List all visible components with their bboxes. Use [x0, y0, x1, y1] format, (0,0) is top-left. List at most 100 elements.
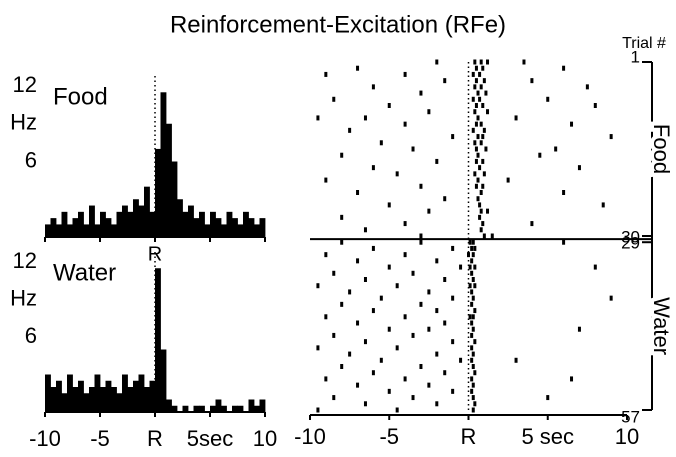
- spike: [585, 84, 589, 90]
- spike: [332, 332, 336, 338]
- spike: [482, 78, 486, 84]
- spike: [316, 283, 320, 289]
- bar: [177, 199, 183, 237]
- bar: [61, 211, 68, 237]
- bar: [237, 405, 244, 412]
- spike: [427, 326, 431, 332]
- spike: [471, 395, 475, 401]
- spike: [403, 121, 407, 127]
- bar: [127, 211, 134, 237]
- spike: [371, 308, 375, 314]
- bar: [254, 224, 260, 237]
- spike: [371, 84, 375, 90]
- spike: [473, 308, 477, 314]
- spike: [470, 245, 474, 251]
- bar: [122, 205, 128, 237]
- bar: [67, 224, 73, 237]
- spike: [419, 183, 423, 189]
- spike: [471, 239, 475, 245]
- y-tick-label: 57: [621, 407, 640, 426]
- spike: [395, 171, 399, 177]
- bar: [100, 387, 106, 412]
- spike: [419, 364, 423, 369]
- y-tick-label: 6: [25, 147, 37, 172]
- spike: [479, 190, 483, 195]
- spike: [316, 115, 320, 121]
- spike: [471, 295, 475, 301]
- spike: [481, 221, 485, 227]
- bar: [100, 211, 106, 237]
- spike: [379, 140, 383, 146]
- spike: [395, 407, 399, 413]
- spike: [419, 239, 423, 245]
- spike: [474, 158, 478, 164]
- spike: [478, 165, 482, 171]
- spike: [471, 252, 475, 258]
- spike: [435, 258, 439, 264]
- spike: [609, 295, 613, 301]
- spike: [356, 382, 360, 388]
- spike: [479, 84, 483, 90]
- y-axis-label: Hz: [10, 110, 37, 135]
- spike: [419, 90, 423, 96]
- bar: [45, 374, 51, 412]
- x-tick-label: -10: [29, 426, 61, 451]
- spike: [476, 90, 480, 96]
- spike: [403, 314, 407, 320]
- spike: [403, 71, 407, 77]
- spike: [468, 239, 472, 245]
- spike: [554, 146, 558, 152]
- spike: [340, 152, 344, 158]
- bar: [221, 405, 227, 412]
- spike: [324, 252, 328, 258]
- spike: [403, 252, 407, 258]
- spike: [471, 127, 475, 133]
- spike: [379, 295, 383, 301]
- spike: [473, 283, 477, 289]
- spike: [324, 314, 328, 320]
- spike: [443, 196, 447, 202]
- spike: [474, 78, 478, 84]
- spike: [479, 121, 483, 127]
- bar: [144, 387, 150, 412]
- bar: [232, 405, 238, 412]
- spike: [473, 59, 477, 65]
- spike: [468, 283, 472, 289]
- group-label: Food: [649, 124, 674, 174]
- bar: [149, 380, 156, 412]
- bar: [182, 211, 189, 237]
- bar: [259, 218, 266, 237]
- bar: [78, 211, 84, 237]
- spike: [363, 401, 367, 407]
- spike: [484, 146, 488, 152]
- bar: [56, 224, 62, 237]
- spike: [470, 320, 474, 326]
- spike: [478, 214, 482, 220]
- bar: [171, 161, 178, 237]
- y-tick-label: 12: [13, 248, 37, 273]
- bar: [166, 399, 172, 412]
- bar: [199, 211, 205, 237]
- x-tick-label: 10: [615, 424, 639, 449]
- spike: [474, 183, 478, 189]
- bar: [155, 268, 161, 412]
- spike: [470, 301, 474, 307]
- bar: [166, 123, 172, 237]
- spike: [316, 345, 320, 351]
- reference-label: R: [148, 243, 162, 265]
- spike: [470, 357, 474, 363]
- spike: [371, 165, 375, 171]
- spike: [562, 65, 566, 71]
- spike: [451, 245, 455, 251]
- spike: [332, 96, 336, 102]
- y-tick-label: 30: [621, 228, 640, 247]
- spike: [363, 277, 367, 282]
- spike: [522, 59, 526, 65]
- bar: [193, 405, 200, 412]
- spike: [387, 388, 391, 394]
- spike: [481, 134, 485, 140]
- bar: [61, 393, 68, 412]
- bar: [50, 218, 57, 237]
- bar: [105, 218, 112, 237]
